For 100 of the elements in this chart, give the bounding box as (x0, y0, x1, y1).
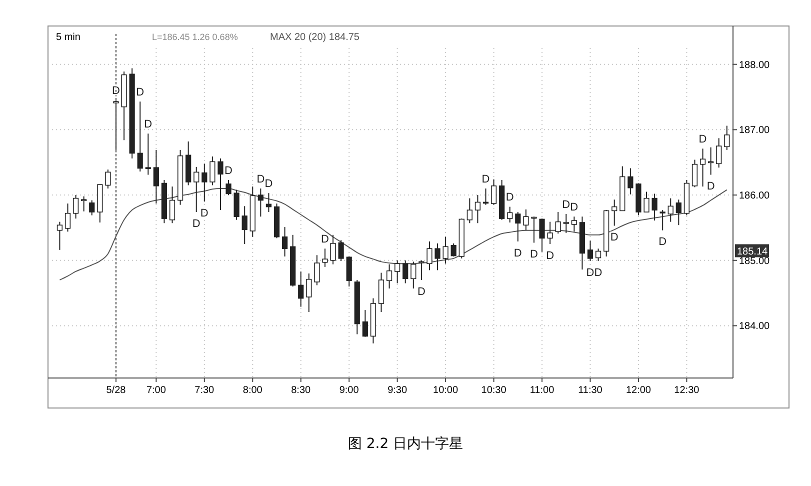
y-tick-label: 186.00 (739, 190, 770, 202)
annotation: D (658, 236, 667, 248)
candlestick (210, 156, 216, 186)
annotation: D (482, 173, 490, 186)
candlestick (531, 216, 537, 244)
candlestick (539, 218, 545, 252)
candlestick (202, 163, 208, 202)
annotation: D (586, 266, 594, 279)
candlestick (298, 270, 304, 308)
candlestick (89, 200, 95, 216)
candlestick (700, 148, 706, 188)
candlestick (218, 158, 224, 211)
x-tick-label: 7:30 (194, 385, 215, 396)
candlestick (660, 210, 666, 231)
candlestick (330, 234, 336, 265)
text: MAX 20 (20) 184.75 (270, 32, 360, 43)
candlestick (547, 221, 553, 245)
candlestick (612, 199, 618, 226)
candlestick (258, 188, 264, 218)
candlestick (153, 149, 159, 204)
candlestick (346, 256, 352, 288)
candlestick (194, 166, 200, 213)
candlestick (571, 216, 577, 232)
candlestick (145, 133, 151, 176)
annotation: D (192, 218, 200, 230)
candlestick (450, 242, 456, 257)
candlestick (628, 168, 634, 195)
candlestick (490, 178, 497, 206)
x-tick-label: 10:00 (433, 385, 458, 396)
candlestick (668, 198, 674, 222)
annotation: D (256, 173, 265, 186)
candlestick (137, 101, 143, 172)
candlestick (402, 260, 408, 284)
caption: 图 2.2 日内十字星 (348, 436, 464, 452)
candlestick (434, 242, 440, 271)
candlestick (169, 186, 176, 224)
x-tick-label: 10:30 (481, 385, 507, 396)
annotation: D (200, 207, 208, 220)
candlestick (226, 180, 232, 196)
candlestick (676, 199, 682, 226)
candlestick (644, 191, 650, 213)
candlestick (338, 240, 344, 262)
candlestick (314, 254, 320, 286)
candlestick (692, 159, 698, 188)
annotation: D (546, 250, 554, 262)
candlestick (466, 198, 472, 224)
y-tick-label: 184.00 (739, 321, 770, 332)
candlestick (394, 260, 400, 284)
annotation: D (570, 201, 578, 214)
candlestick (322, 248, 328, 268)
x-tick-label: 12:30 (674, 385, 700, 396)
annotation: D (594, 266, 602, 279)
candlestick (56, 221, 63, 250)
y-tick-label: 188.00 (739, 60, 770, 71)
annotation: D (417, 286, 426, 298)
candlestick (64, 203, 71, 232)
x-tick-label: 9:00 (339, 385, 360, 396)
candlestick (234, 189, 240, 220)
candlestick (563, 213, 569, 234)
candlestick (72, 194, 79, 220)
x-tick-label: 11:30 (578, 385, 603, 396)
candlestick (523, 208, 529, 231)
candlestick (716, 138, 722, 168)
x-tick-label: 8:30 (291, 385, 312, 396)
candlestick (652, 193, 658, 222)
annotation: D (264, 178, 273, 190)
x-tick-label: 7:00 (146, 385, 166, 396)
candlestick (555, 212, 561, 234)
x-tick-label: 12:00 (626, 385, 652, 396)
x-tick-label: 9:30 (388, 385, 408, 396)
x-tick-label: 5/28 (106, 385, 126, 396)
annotation: D (698, 133, 707, 146)
candlestick (595, 248, 602, 262)
candlestick (362, 310, 368, 338)
annotation: D (224, 164, 233, 177)
candlestick (587, 240, 594, 262)
chart-title: 5 min (56, 32, 80, 43)
candlestick (507, 206, 513, 223)
candlestick (442, 236, 448, 264)
candlestick (515, 212, 521, 242)
annotation: 185.14 (737, 246, 768, 258)
annotation: D (321, 233, 329, 246)
annotation: D (514, 247, 522, 260)
annotation: D (506, 192, 514, 204)
candlestick (378, 272, 384, 312)
x-tick-label: 11:00 (530, 385, 555, 396)
candlestick (474, 194, 481, 224)
annotation: D (610, 232, 618, 244)
chart-subtitle: L=186.45 1.26 0.68% (152, 32, 238, 42)
candlestick (410, 261, 416, 289)
annotation: D (112, 85, 120, 98)
annotation: D (136, 86, 144, 98)
candlestick (105, 169, 111, 189)
annotation: D (562, 198, 570, 211)
candlestick (113, 100, 119, 150)
y-tick-label: 187.00 (739, 125, 770, 136)
y-tick-label: 185.00 (739, 256, 770, 267)
candlestick (242, 206, 248, 245)
candlestick (306, 272, 312, 312)
candlestick (426, 240, 432, 271)
